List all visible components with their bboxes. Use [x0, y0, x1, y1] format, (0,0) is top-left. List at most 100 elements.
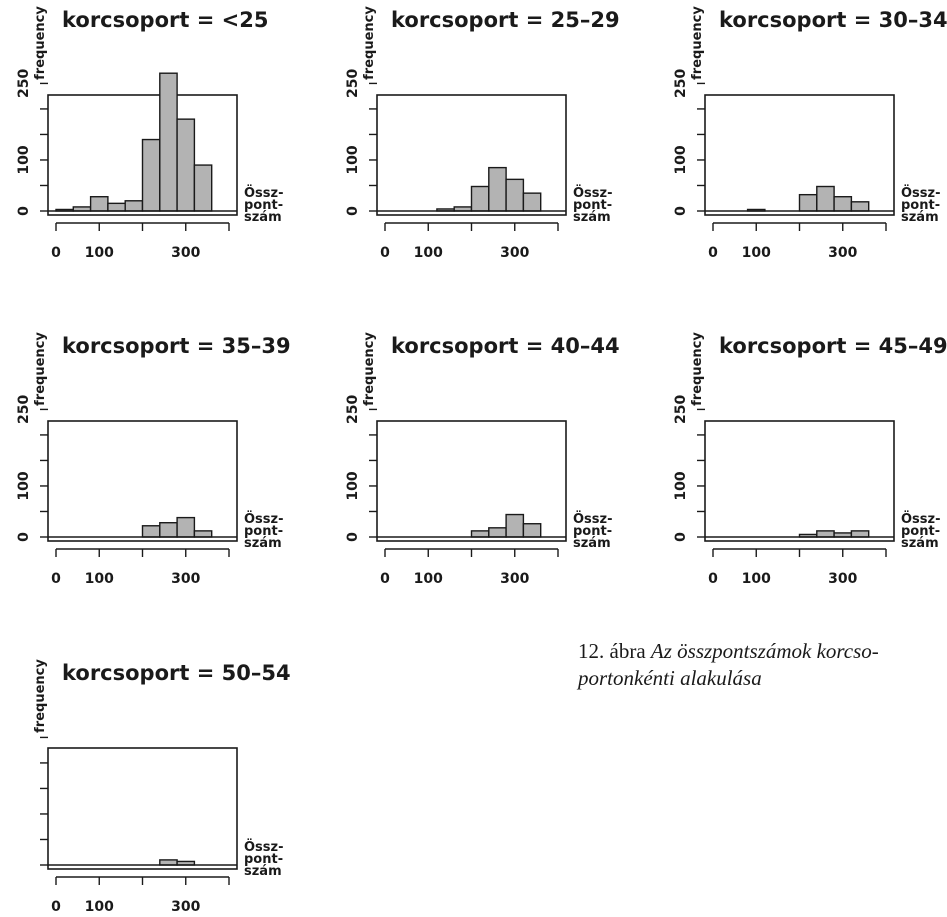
y-tick-label: 250 [345, 395, 361, 424]
histogram-bar [176, 516, 196, 538]
plot-frame [47, 94, 238, 216]
y-tick-label: 0 [345, 206, 361, 216]
y-axis-label: frequency [690, 6, 705, 80]
plot-frame [704, 420, 895, 542]
x-tick-label: 100 [85, 899, 114, 915]
x-tick-label: 300 [171, 245, 200, 261]
histogram-bar [816, 185, 835, 212]
plot-frame [47, 747, 238, 870]
x-tick-label: 300 [500, 245, 529, 261]
x-tick-label: 300 [828, 571, 857, 587]
y-axis-label: frequency [33, 659, 48, 733]
x-tick-label: 0 [708, 571, 718, 587]
y-axis-label: frequency [33, 6, 48, 80]
histogram-bar [193, 164, 213, 212]
histogram-panel: 0 100 250 0 100 300 korcsoport = <25 frequency Ö… [16, 6, 284, 261]
histogram-bar [193, 530, 213, 538]
x-axis-label: Össz-pont-szám [573, 511, 613, 551]
y-tick-label: 250 [16, 395, 32, 424]
histogram-bar [159, 72, 178, 212]
x-tick-label: 100 [742, 571, 771, 587]
y-tick-label: 0 [673, 206, 689, 216]
histogram-panel: 0 100 250 0 100 300 korcsoport = 35–39 frequenc… [16, 332, 291, 587]
x-tick-label: 300 [500, 571, 529, 587]
x-tick-label: 0 [51, 899, 61, 915]
y-axis-label: frequency [690, 332, 705, 406]
y-axis-label: frequency [33, 332, 48, 406]
histogram-bar [159, 522, 178, 538]
histogram-bar [89, 196, 109, 212]
plot-frame [47, 420, 238, 542]
histogram-bar [833, 196, 853, 212]
histogram-panel: 0 100 250 0 100 300 korcsoport = 25–29 frequenc… [345, 6, 620, 261]
histogram-panel: 0 100 250 0 100 300 korcsoport = 40–44 frequenc… [345, 332, 620, 587]
y-tick-label: 100 [673, 471, 689, 500]
histogram-bar [124, 200, 144, 212]
y-tick-label: 250 [16, 69, 32, 98]
figure-caption: 12. ábra Az összpontszámok korcso- porto… [578, 638, 938, 692]
caption-title-line1: Az összpontszámok korcso- [650, 639, 879, 663]
y-tick-label: 100 [16, 471, 32, 500]
histogram-bar [488, 527, 507, 538]
y-axis-label: frequency [362, 6, 377, 80]
x-tick-label: 300 [171, 899, 200, 915]
x-tick-label: 100 [742, 245, 771, 261]
y-tick-label: 100 [16, 145, 32, 174]
panel-title: korcsoport = 40–44 [391, 334, 620, 358]
x-tick-label: 100 [414, 245, 443, 261]
x-axis-label: Össz-pont-szám [573, 185, 613, 225]
plot-frame [704, 94, 895, 216]
histogram-bar [488, 166, 507, 212]
y-tick-label: 0 [345, 532, 361, 542]
y-axis-label: frequency [362, 332, 377, 406]
panel-title: korcsoport = 50–54 [62, 661, 291, 685]
y-tick-label: 250 [673, 395, 689, 424]
x-tick-label: 100 [414, 571, 443, 587]
histogram-bar [816, 530, 835, 538]
x-tick-label: 0 [51, 571, 61, 587]
x-axis-label: Össz-pont-szám [901, 511, 941, 551]
y-tick-label: 100 [345, 471, 361, 500]
histogram-bar [141, 138, 161, 212]
plot-frame [376, 94, 567, 216]
histogram-bar [505, 178, 525, 212]
y-tick-label: 0 [16, 532, 32, 542]
x-tick-label: 300 [828, 245, 857, 261]
plot-frame [376, 420, 567, 542]
y-tick-label: 250 [345, 69, 361, 98]
x-tick-label: 300 [171, 571, 200, 587]
y-tick-label: 100 [673, 145, 689, 174]
panel-title: korcsoport = <25 [62, 8, 268, 32]
panel-title: korcsoport = 35–39 [62, 334, 291, 358]
x-tick-label: 100 [85, 571, 114, 587]
x-axis-label: Össz-pont-szám [901, 185, 941, 225]
histogram-panel: 0 100 250 0 100 300 korcsoport = 30–34 frequenc… [673, 6, 947, 261]
histogram-bar [107, 202, 126, 212]
histogram-bar [850, 530, 870, 538]
histogram-bar [141, 525, 161, 538]
caption-title-line2: portonkénti alakulása [578, 666, 762, 690]
histogram-bar [798, 193, 818, 212]
histogram-bar [522, 523, 542, 538]
x-axis-label: Össz-pont-szám [244, 185, 284, 225]
histogram-bar [850, 201, 870, 212]
histogram-panel: 0 100 300 korcsoport = 50–54 frequency Össz-p… [33, 659, 291, 915]
y-tick-label: 100 [345, 145, 361, 174]
caption-label: 12. ábra [578, 639, 646, 663]
y-tick-label: 0 [16, 206, 32, 216]
histogram-bar [505, 513, 525, 538]
panel-title: korcsoport = 25–29 [391, 8, 620, 32]
histogram-bar [470, 185, 490, 212]
x-axis-label: Össz-pont-szám [244, 839, 284, 879]
panel-title: korcsoport = 30–34 [719, 8, 947, 32]
histogram-bar [522, 192, 542, 212]
histogram-panel: 0 100 250 0 100 300 korcsoport = 45–49 frequenc… [673, 332, 947, 587]
y-tick-label: 0 [673, 532, 689, 542]
panel-title: korcsoport = 45–49 [719, 334, 947, 358]
x-tick-label: 100 [85, 245, 114, 261]
x-tick-label: 0 [708, 245, 718, 261]
x-tick-label: 0 [380, 245, 390, 261]
x-tick-label: 0 [51, 245, 61, 261]
x-axis-label: Össz-pont-szám [244, 511, 284, 551]
